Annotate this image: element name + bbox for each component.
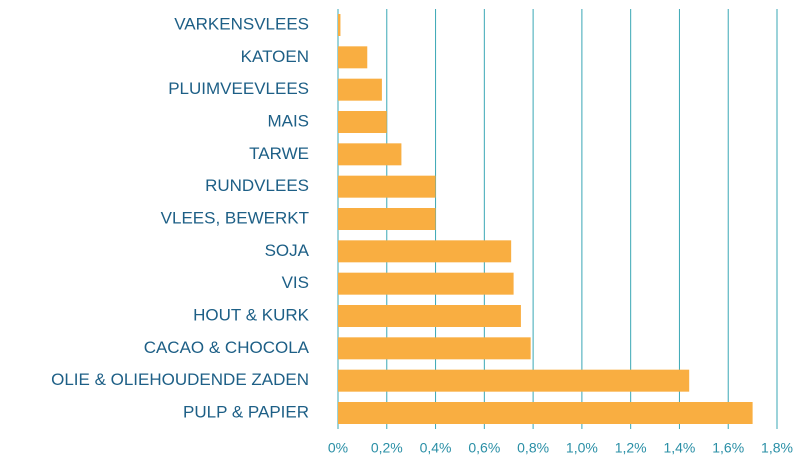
y-tick-label: MAIS: [267, 111, 309, 130]
y-tick-label: VARKENSVLEES: [174, 14, 309, 33]
y-tick-label: KATOEN: [241, 47, 309, 66]
x-tick-label: 1,8%: [761, 440, 793, 456]
bar: [338, 369, 690, 392]
x-tick-label: 1,4%: [663, 440, 695, 456]
y-tick-label: VIS: [282, 273, 309, 292]
bar: [338, 208, 436, 230]
bar: [338, 46, 368, 69]
y-tick-label: PLUIMVEEVLEES: [168, 79, 309, 98]
x-tick-label: 1,0%: [566, 440, 598, 456]
bar: [338, 240, 512, 263]
x-tick-label: 0,4%: [420, 440, 452, 456]
bar: [338, 305, 521, 327]
y-tick-label: VLEES, BEWERKT: [161, 208, 309, 227]
x-tick-label: 0%: [328, 440, 348, 456]
bar: [338, 14, 341, 36]
bar: [338, 175, 436, 198]
y-tick-label: CACAO & CHOCOLA: [144, 338, 310, 357]
bar: [338, 78, 382, 101]
y-tick-label: OLIE & OLIEHOUDENDE ZADEN: [51, 370, 309, 389]
y-tick-label: HOUT & KURK: [193, 305, 310, 324]
bar: [338, 111, 387, 133]
bar: [338, 337, 531, 360]
bar: [338, 272, 514, 295]
y-tick-label: TARWE: [249, 144, 309, 163]
x-tick-label: 0,2%: [371, 440, 403, 456]
y-tick-label: RUNDVLEES: [205, 176, 309, 195]
bar: [338, 143, 402, 166]
bar: [338, 402, 753, 424]
x-tick-label: 1,6%: [712, 440, 744, 456]
x-tick-label: 0,6%: [468, 440, 500, 456]
y-tick-label: PULP & PAPIER: [183, 402, 309, 421]
x-tick-label: 1,2%: [615, 440, 647, 456]
x-tick-label: 0,8%: [517, 440, 549, 456]
y-tick-label: SOJA: [265, 241, 310, 260]
